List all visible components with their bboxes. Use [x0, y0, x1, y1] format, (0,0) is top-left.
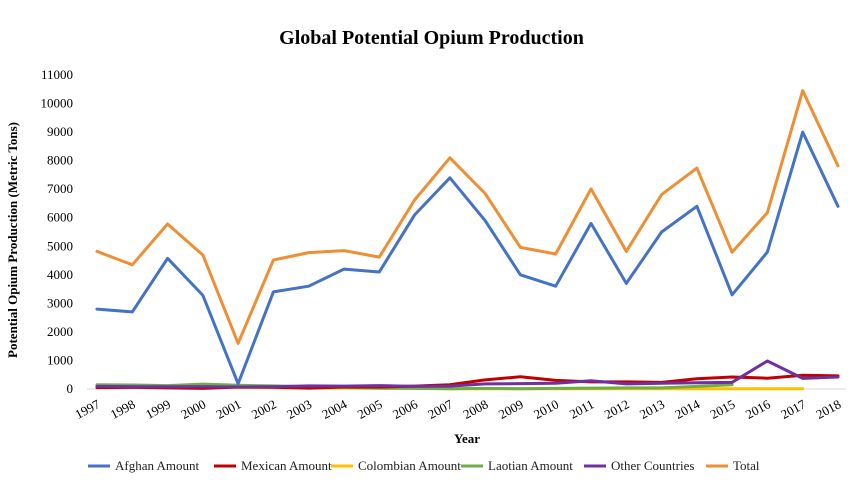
x-axis-label: Year	[454, 431, 480, 446]
x-tick-label: 2000	[178, 396, 208, 421]
y-tick-label: 10000	[41, 96, 74, 111]
y-axis-label: Potential Opium Production (Metric Tons)	[5, 122, 20, 358]
x-tick-label: 1999	[143, 396, 173, 421]
x-tick-label: 2003	[284, 396, 314, 421]
x-tick-label: 2005	[355, 396, 385, 421]
x-tick-label: 2008	[461, 396, 491, 421]
series-line-afghan-amount	[95, 130, 840, 386]
y-tick-label: 6000	[47, 210, 73, 225]
x-tick-label: 2014	[672, 396, 702, 422]
x-tick-labels: 1997 1998 1999 2000 2001 2002 2003 2004 2005 2006…	[72, 396, 843, 422]
y-tick-label: 0	[67, 381, 74, 396]
y-tick-label: 8000	[47, 153, 73, 168]
x-tick-label: 2004	[319, 396, 349, 422]
legend-label: Colombian Amount	[358, 458, 461, 473]
y-tick-label: 4000	[47, 267, 73, 282]
y-tick-label: 2000	[47, 324, 73, 339]
y-tick-labels: 0 1000 2000 3000 4000 5000 6000 7000 8000 9000 100…	[41, 67, 74, 396]
x-tick-label: 1998	[108, 396, 138, 421]
x-tick-label: 2001	[214, 396, 244, 421]
series-lines	[95, 89, 840, 391]
legend-label: Afghan Amount	[115, 458, 200, 473]
x-tick-label: 2011	[567, 396, 597, 421]
x-tick-label: 2007	[425, 396, 455, 422]
y-tick-label: 11000	[41, 67, 73, 82]
legend-label: Laotian Amount	[488, 458, 573, 473]
x-tick-label: 2009	[496, 396, 526, 421]
y-tick-label: 7000	[47, 181, 73, 196]
series-line-other-countries	[95, 359, 840, 389]
x-tick-label: 2015	[708, 396, 738, 421]
y-tick-label: 5000	[47, 238, 73, 253]
x-tick-label: 1997	[72, 396, 102, 422]
legend: Afghan Amount Mexican Amount Colombian Amo…	[88, 458, 760, 473]
x-tick-label: 2016	[743, 396, 773, 422]
legend-label: Mexican Amount	[241, 458, 332, 473]
series-line-total	[95, 89, 840, 345]
legend-label: Other Countries	[611, 458, 694, 473]
y-tick-label: 3000	[47, 295, 73, 310]
series-line-laotian-amount	[95, 382, 734, 391]
chart-title: Global Potential Opium Production	[279, 27, 584, 49]
y-axis-label-group: Potential Opium Production (Metric Tons)	[5, 122, 20, 358]
x-tick-label: 2017	[778, 396, 808, 422]
x-tick-label: 2013	[637, 396, 667, 421]
x-tick-label: 2018	[813, 396, 843, 421]
y-tick-label: 1000	[47, 352, 73, 367]
x-tick-label: 2006	[390, 396, 420, 422]
x-tick-label: 2002	[249, 396, 279, 421]
x-tick-label: 2010	[531, 396, 561, 421]
legend-label: Total	[733, 458, 760, 473]
y-tick-label: 9000	[47, 124, 73, 139]
x-tick-label: 2012	[602, 396, 632, 421]
